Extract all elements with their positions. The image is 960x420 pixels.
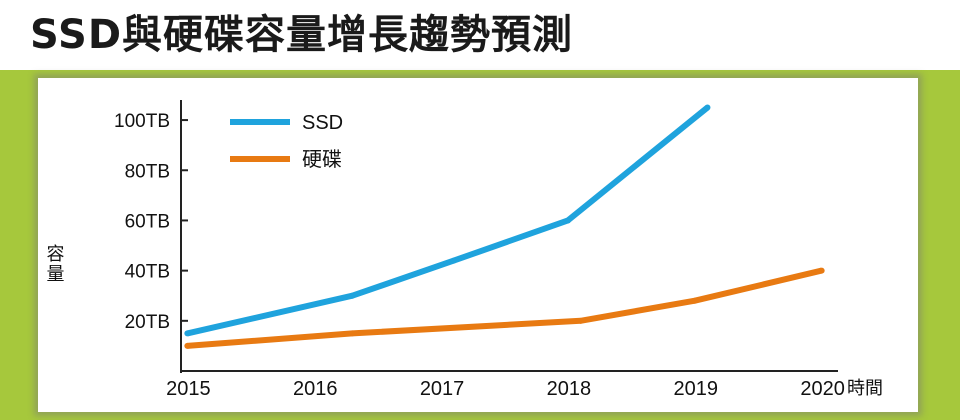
chart-panel: 20TB 40TB 60TB 80TB 100TB 2015 2016 2017 2018 201… — [38, 78, 918, 412]
data-point — [450, 257, 457, 264]
data-point — [691, 297, 698, 304]
y-tick-label: 20TB — [125, 312, 170, 333]
data-point — [564, 217, 571, 224]
title-band: SSD與硬碟容量增長趨勢預測 — [0, 0, 960, 70]
data-point — [349, 330, 356, 337]
y-tick-label: 80TB — [125, 161, 170, 182]
series-line-0 — [186, 105, 710, 337]
line-chart: 20TB 40TB 60TB 80TB 100TB 2015 2016 2017 2018 201… — [44, 100, 883, 400]
x-tick-label: 2019 — [674, 378, 719, 400]
series-line-1 — [187, 267, 823, 349]
y-tick-label: 60TB — [125, 211, 170, 232]
data-point — [818, 267, 825, 274]
x-tick-label: 2020 — [800, 378, 845, 400]
legend-label-0: SSD — [302, 112, 343, 134]
x-tick-label: 2016 — [293, 378, 338, 400]
data-point — [577, 317, 584, 324]
data-point — [704, 104, 711, 111]
x-tick-label: 2018 — [547, 378, 592, 400]
legend-label-1: 硬碟 — [302, 147, 342, 171]
data-point — [184, 342, 191, 349]
x-axis-title: 時間 — [847, 378, 883, 399]
x-tick-label: 2017 — [420, 378, 465, 400]
data-point — [349, 292, 356, 299]
page-title: SSD與硬碟容量增長趨勢預測 — [30, 12, 574, 58]
y-axis-title: 容量 — [44, 244, 65, 284]
data-point — [184, 330, 191, 337]
x-tick-label: 2015 — [166, 378, 211, 400]
y-tick-label: 100TB — [114, 111, 170, 132]
y-tick-label: 40TB — [125, 262, 170, 283]
